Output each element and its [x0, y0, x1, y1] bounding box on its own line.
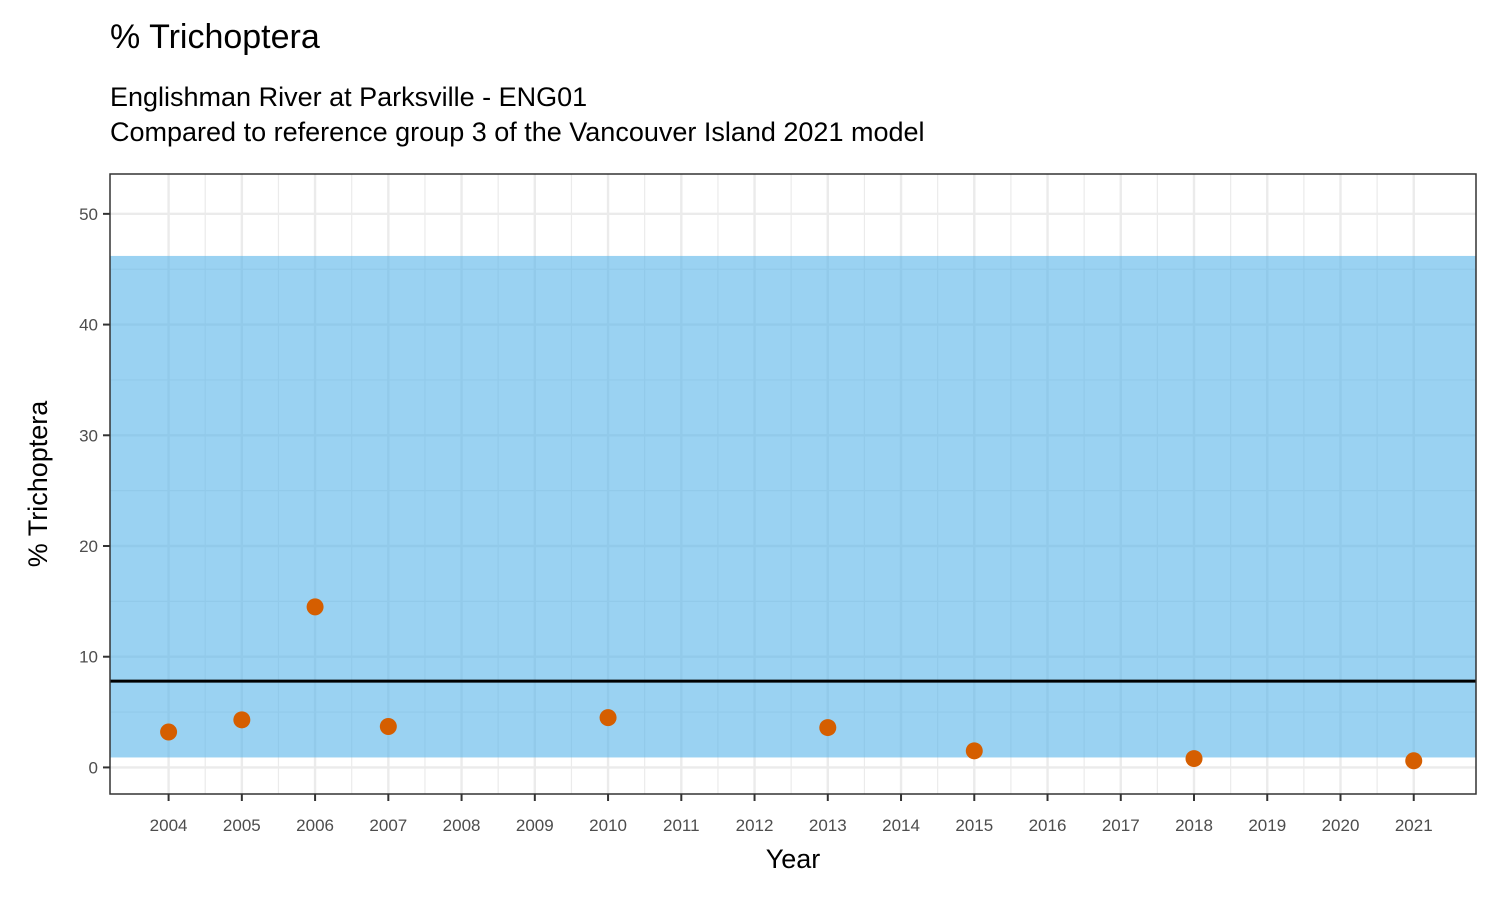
x-tick-label: 2018 — [1175, 816, 1213, 835]
x-tick-label: 2010 — [589, 816, 627, 835]
x-axis-title: Year — [766, 844, 821, 874]
x-tick-label: 2013 — [809, 816, 847, 835]
chart-subtitle-reference: Compared to reference group 3 of the Van… — [110, 117, 925, 147]
chart-subtitle-site: Englishman River at Parksville - ENG01 — [110, 82, 588, 112]
data-point — [233, 711, 251, 729]
x-tick-label: 2006 — [296, 816, 334, 835]
data-point — [379, 717, 397, 735]
y-tick-label: 20 — [79, 537, 98, 556]
data-point — [599, 709, 617, 727]
x-tick-label: 2007 — [369, 816, 407, 835]
data-points — [160, 598, 1423, 770]
x-tick-label: 2021 — [1395, 816, 1433, 835]
x-tick-label: 2005 — [223, 816, 261, 835]
x-tick-label: 2011 — [663, 816, 700, 835]
x-tick-label: 2012 — [736, 816, 774, 835]
reference-range-band — [110, 255, 1476, 758]
data-point — [819, 719, 837, 737]
y-tick-label: 10 — [79, 648, 98, 667]
y-axis: 0 10 20 30 40 50 — [79, 205, 110, 777]
x-axis: 2004 2005 2006 2007 2008 2009 2010 2011 2012 2013… — [150, 794, 1433, 835]
x-tick-label: 2019 — [1248, 816, 1286, 835]
y-axis-title: % Trichoptera — [23, 400, 53, 568]
data-point — [306, 598, 324, 616]
chart-title: % Trichoptera — [110, 18, 320, 56]
y-tick-label: 40 — [79, 316, 98, 335]
x-tick-label: 2016 — [1029, 816, 1067, 835]
x-tick-label: 2015 — [955, 816, 993, 835]
data-point — [1405, 752, 1423, 770]
x-tick-label: 2004 — [150, 816, 188, 835]
x-tick-label: 2009 — [516, 816, 554, 835]
data-point — [1185, 750, 1203, 768]
x-tick-label: 2014 — [882, 816, 920, 835]
x-tick-label: 2017 — [1102, 816, 1140, 835]
data-point — [965, 742, 983, 760]
y-tick-label: 30 — [79, 426, 98, 445]
panel-border — [109, 173, 1477, 795]
y-tick-label: 0 — [89, 758, 98, 777]
y-tick-label: 50 — [79, 205, 98, 224]
x-tick-label: 2008 — [443, 816, 481, 835]
data-point — [160, 723, 178, 741]
x-tick-label: 2020 — [1322, 816, 1360, 835]
